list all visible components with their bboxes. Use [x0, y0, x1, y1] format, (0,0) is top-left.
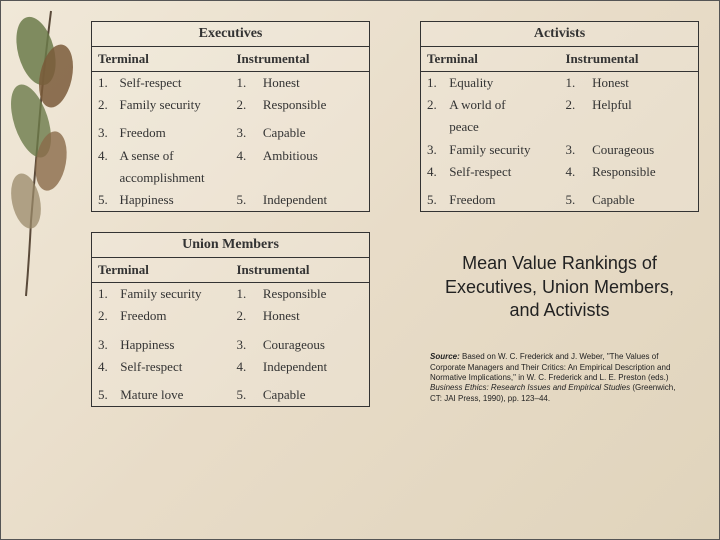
row-num [92, 167, 114, 189]
instrumental-value: Capable [586, 189, 698, 212]
row-num: 5. [230, 189, 256, 212]
row-num: 3. [230, 122, 256, 144]
row-num: 4. [92, 356, 115, 378]
executives-title: Executives [92, 22, 370, 47]
union-table: Union Members Terminal Instrumental 1.Fa… [91, 232, 370, 407]
row-num: 4. [92, 145, 114, 167]
instrumental-value: Courageous [257, 334, 370, 356]
terminal-value: Happiness [113, 189, 230, 212]
row-num: 2. [230, 305, 256, 327]
terminal-value: Family security [443, 139, 559, 161]
row-num: 3. [559, 139, 586, 161]
terminal-value: accomplishment [113, 167, 230, 189]
row-num: 5. [92, 384, 115, 407]
row-num [230, 167, 256, 189]
row-num: 1. [559, 72, 586, 95]
right-info-panel: Mean Value Rankings of Executives, Union… [420, 232, 699, 407]
row-num: 3. [230, 334, 256, 356]
terminal-value: Equality [443, 72, 559, 95]
instrumental-header: Instrumental [230, 258, 369, 283]
row-num: 1. [230, 72, 256, 95]
instrumental-value: Responsible [586, 161, 698, 183]
row-num: 3. [92, 334, 115, 356]
row-num: 4. [230, 145, 256, 167]
instrumental-header: Instrumental [230, 47, 369, 72]
row-num: 1. [421, 72, 444, 95]
row-num: 1. [92, 72, 114, 95]
instrumental-value: Capable [257, 384, 370, 407]
source-label: Source: [430, 352, 460, 361]
row-num: 5. [230, 384, 256, 407]
activists-title: Activists [421, 22, 699, 47]
terminal-value: Freedom [114, 305, 230, 327]
union-title: Union Members [92, 233, 370, 258]
terminal-value: Self-respect [443, 161, 559, 183]
terminal-value: Mature love [114, 384, 230, 407]
row-num: 2. [559, 94, 586, 116]
terminal-value: A world of [443, 94, 559, 116]
activists-table: Activists Terminal Instrumental 1.Equali… [420, 21, 699, 212]
row-num: 4. [421, 161, 444, 183]
row-num: 5. [559, 189, 586, 212]
row-num [559, 116, 586, 138]
instrumental-value: Independent [257, 189, 370, 212]
instrumental-value: Helpful [586, 94, 698, 116]
terminal-header: Terminal [421, 47, 560, 72]
executives-table: Executives Terminal Instrumental 1.Self-… [91, 21, 370, 212]
row-num: 2. [421, 94, 444, 116]
page-title: Mean Value Rankings of Executives, Union… [420, 232, 699, 322]
instrumental-value [257, 167, 370, 189]
row-num: 3. [92, 122, 114, 144]
instrumental-value [586, 116, 698, 138]
terminal-value: Family security [114, 283, 230, 306]
row-num: 3. [421, 139, 444, 161]
instrumental-header: Instrumental [559, 47, 698, 72]
row-num [421, 116, 444, 138]
row-num: 4. [559, 161, 586, 183]
row-num: 2. [92, 94, 114, 116]
row-num: 1. [230, 283, 256, 306]
row-num: 1. [92, 283, 115, 306]
source-citation: Source: Based on W. C. Frederick and J. … [420, 322, 699, 404]
instrumental-value: Honest [257, 72, 370, 95]
terminal-value: Self-respect [113, 72, 230, 95]
instrumental-value: Independent [257, 356, 370, 378]
instrumental-value: Responsible [257, 94, 370, 116]
row-num: 5. [421, 189, 444, 212]
terminal-value: peace [443, 116, 559, 138]
row-num: 4. [230, 356, 256, 378]
terminal-value: Family security [113, 94, 230, 116]
instrumental-value: Capable [257, 122, 370, 144]
terminal-value: Happiness [114, 334, 230, 356]
terminal-header: Terminal [92, 47, 231, 72]
terminal-value: Freedom [113, 122, 230, 144]
terminal-value: A sense of [113, 145, 230, 167]
row-num: 5. [92, 189, 114, 212]
source-pre: Based on W. C. Frederick and J. Weber, "… [430, 352, 670, 382]
terminal-value: Self-respect [114, 356, 230, 378]
instrumental-value: Responsible [257, 283, 370, 306]
row-num: 2. [230, 94, 256, 116]
source-book: Business Ethics: Research Issues and Emp… [430, 383, 630, 392]
row-num: 2. [92, 305, 115, 327]
instrumental-value: Honest [257, 305, 370, 327]
instrumental-value: Ambitious [257, 145, 370, 167]
instrumental-value: Courageous [586, 139, 698, 161]
terminal-value: Freedom [443, 189, 559, 212]
instrumental-value: Honest [586, 72, 698, 95]
terminal-header: Terminal [92, 258, 231, 283]
